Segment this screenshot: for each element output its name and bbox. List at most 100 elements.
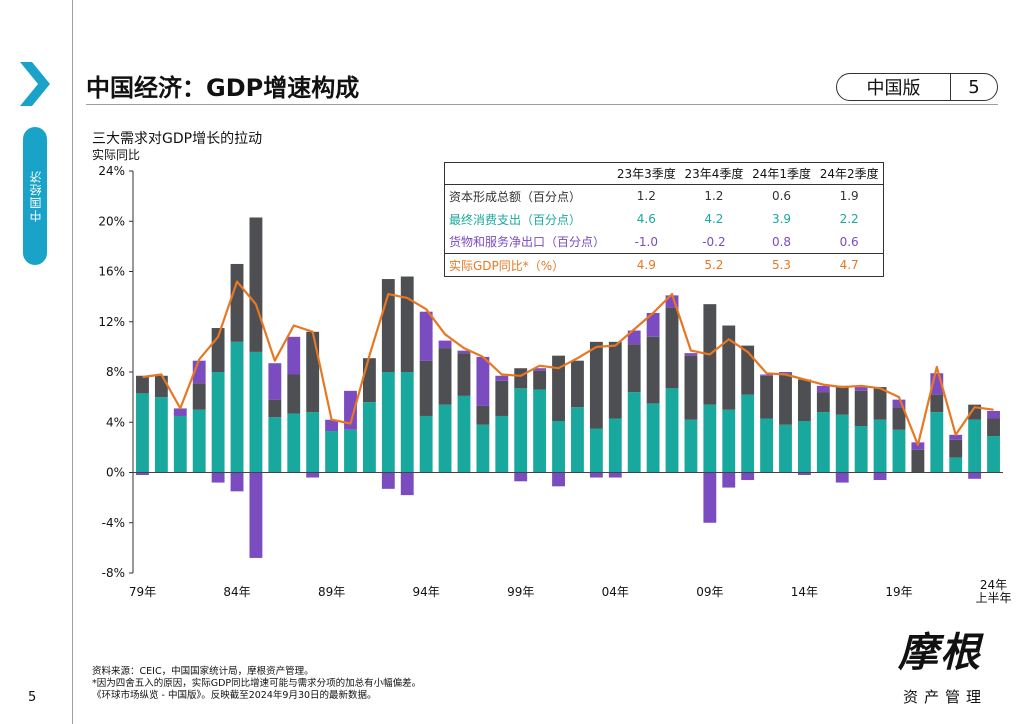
net-exports-bar: [627, 330, 641, 345]
net-exports-bar: [381, 472, 395, 489]
consumption-bar: [419, 415, 433, 473]
table-header: 23年3季度: [612, 162, 681, 185]
x-tick-label: 94年: [413, 585, 440, 599]
y-tick-label: 12%: [98, 315, 125, 329]
brand-logo: 摩根: [898, 629, 982, 676]
investment-bar: [136, 375, 149, 394]
consumption-bar: [684, 419, 698, 473]
consumption-bar: [249, 351, 263, 473]
investment-bar: [552, 355, 565, 421]
investment-bar: [381, 279, 395, 372]
table-cell: 4.6: [636, 212, 656, 226]
consumption-bar: [665, 388, 679, 473]
investment-bar: [154, 375, 168, 398]
consumption-bar: [968, 419, 982, 473]
investment-bar: [514, 368, 528, 389]
consumption-bar: [646, 403, 660, 473]
investment-bar: [873, 387, 887, 420]
investment-bar: [797, 379, 811, 421]
net-exports-bar: [911, 442, 925, 450]
table-cell: -1.0: [634, 234, 659, 249]
net-exports-bar: [552, 472, 565, 487]
investment-bar: [911, 449, 925, 473]
investment-bar: [627, 344, 641, 393]
consumption-bar: [760, 418, 774, 473]
net-exports-bar: [741, 472, 755, 481]
investment-bar: [949, 439, 963, 458]
y-tick-label: 8%: [106, 365, 125, 379]
table-cell: 2.2: [839, 212, 859, 226]
consumption-bar: [230, 341, 244, 473]
consumption-bar: [514, 388, 528, 473]
consumption-bar: [154, 397, 168, 473]
table-cell: 1.9: [839, 189, 859, 204]
edition-label: 中国版: [837, 74, 951, 100]
section-tab[interactable]: 中国经济: [23, 127, 47, 265]
net-exports-bar: [646, 312, 660, 337]
consumption-bar: [835, 414, 849, 473]
investment-bar: [306, 331, 320, 413]
consumption-bar: [438, 404, 452, 473]
x-tick-label: 79年: [129, 585, 156, 599]
consumption-bar: [779, 424, 792, 473]
x-tick-label: 84年: [223, 585, 250, 599]
investment-bar: [816, 392, 830, 413]
net-exports-bar: [268, 363, 282, 400]
consumption-bar: [344, 429, 357, 473]
table-row-label: 最终消费支出（百分点）: [449, 212, 582, 227]
investment-bar: [835, 385, 849, 415]
investment-bar: [438, 348, 452, 405]
page-title: 中国经济：GDP增速构成: [86, 74, 360, 102]
y-tick-label: 0%: [106, 466, 125, 480]
net-exports-bar: [249, 472, 263, 558]
x-tick-label: 04年: [602, 585, 629, 599]
consumption-bar: [211, 372, 225, 473]
x-tick-label: 99年: [507, 585, 534, 599]
consumption-bar: [192, 409, 206, 473]
net-exports-bar: [703, 472, 717, 523]
consumption-bar: [552, 420, 565, 473]
table-header: 24年2季度: [815, 162, 884, 185]
net-exports-bar: [173, 408, 187, 416]
investment-bar: [362, 358, 376, 403]
net-exports-bar: [589, 472, 603, 478]
consumption-bar: [325, 431, 339, 473]
consumption-bar: [287, 413, 301, 473]
net-exports-bar: [835, 472, 849, 483]
consumption-bar: [703, 404, 717, 473]
table-row: 最终消费支出（百分点） 4.6 4.2 3.9 2.2: [445, 208, 884, 231]
net-exports-bar: [760, 374, 774, 376]
net-exports-bar: [136, 472, 149, 476]
table-cell: 1.2: [704, 189, 724, 204]
net-exports-bar: [873, 472, 887, 481]
consumption-bar: [797, 420, 811, 473]
table-header-row: 23年3季度 23年4季度 24年1季度 24年2季度: [444, 162, 884, 185]
net-exports-bar: [476, 356, 490, 406]
investment-bar: [533, 370, 547, 390]
consumption-bar: [533, 389, 547, 473]
net-exports-bar: [949, 434, 963, 440]
consumption-bar: [589, 428, 603, 473]
table-header-blank: [444, 162, 613, 185]
table-cell: 5.2: [680, 253, 748, 277]
consumption-bar: [949, 457, 963, 473]
net-exports-bar: [344, 390, 357, 430]
net-exports-bar: [419, 311, 433, 361]
x-tick-label-line: 24年: [980, 578, 1007, 592]
net-exports-bar: [722, 472, 736, 488]
net-exports-bar: [211, 472, 225, 483]
consumption-bar: [268, 417, 282, 473]
table-cell: 4.7: [815, 253, 884, 277]
net-exports-bar: [797, 472, 811, 476]
y-tick-label: 24%: [98, 164, 125, 178]
page-number: 5: [968, 76, 980, 98]
chart-ylabel: 实际同比: [92, 148, 141, 162]
net-exports-bar: [287, 336, 301, 375]
investment-bar: [722, 325, 736, 410]
consumption-bar: [136, 393, 149, 473]
consumption-bar: [722, 409, 736, 473]
footnote-rounding: *因为四舍五入的原因，实际GDP同比增速可能与需求分项的加总有小幅偏差。: [92, 678, 422, 689]
table-cell: 1.2: [636, 189, 656, 204]
title-divider: [86, 104, 998, 105]
investment-bar: [249, 217, 263, 352]
